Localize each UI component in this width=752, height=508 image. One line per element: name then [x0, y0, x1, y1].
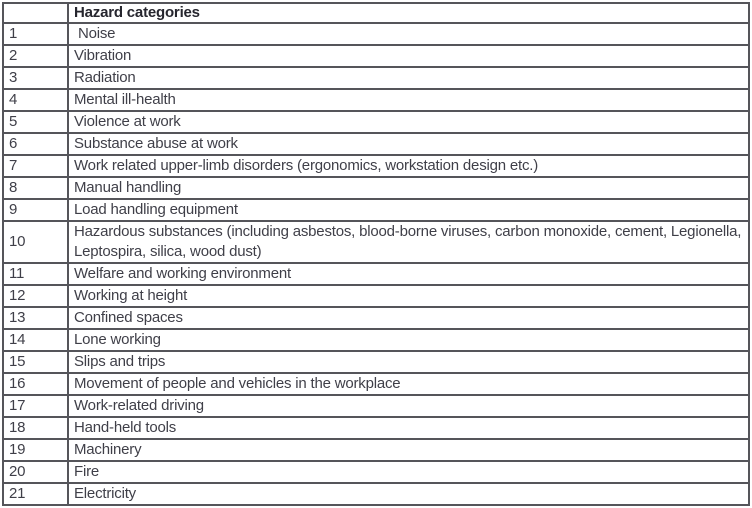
row-number: 6 — [2, 132, 69, 156]
table-row: 11 Welfare and working environment — [2, 262, 750, 286]
table-row: 20 Fire — [2, 460, 750, 484]
hazard-label: Slips and trips — [67, 350, 750, 374]
row-number: 5 — [2, 110, 69, 134]
hazard-label: Work-related driving — [67, 394, 750, 418]
hazard-label: Hazardous substances (including asbestos… — [67, 220, 750, 264]
row-number: 7 — [2, 154, 69, 178]
hazard-label: Electricity — [67, 482, 750, 506]
hazard-label: Radiation — [67, 66, 750, 90]
hazard-label: Welfare and working environment — [67, 262, 750, 286]
hazard-label: Load handling equipment — [67, 198, 750, 222]
row-number: 15 — [2, 350, 69, 374]
table-row: 15 Slips and trips — [2, 350, 750, 374]
table-row: 14 Lone working — [2, 328, 750, 352]
table-row: 10 Hazardous substances (including asbes… — [2, 220, 750, 264]
hazard-label: Working at height — [67, 284, 750, 308]
row-number: 19 — [2, 438, 69, 462]
row-number: 13 — [2, 306, 69, 330]
hazard-label: Lone working — [67, 328, 750, 352]
table-row: 12 Working at height — [2, 284, 750, 308]
table-row: 8 Manual handling — [2, 176, 750, 200]
hazard-label: Violence at work — [67, 110, 750, 134]
hazard-label: Work related upper-limb disorders (ergon… — [67, 154, 750, 178]
table-row: 5 Violence at work — [2, 110, 750, 134]
row-number: 16 — [2, 372, 69, 396]
hazard-label: Vibration — [67, 44, 750, 68]
table-row: 13 Confined spaces — [2, 306, 750, 330]
row-number: 1 — [2, 22, 69, 46]
header-row: Hazard categories — [2, 2, 750, 24]
table-row: 2 Vibration — [2, 44, 750, 68]
row-number: 3 — [2, 66, 69, 90]
row-number: 9 — [2, 198, 69, 222]
row-number: 2 — [2, 44, 69, 68]
row-number: 14 — [2, 328, 69, 352]
table-row: 7 Work related upper-limb disorders (erg… — [2, 154, 750, 178]
hazard-label: Noise — [67, 22, 750, 46]
hazard-label: Fire — [67, 460, 750, 484]
hazard-label: Mental ill-health — [67, 88, 750, 112]
table-row: 21 Electricity — [2, 482, 750, 506]
hazard-label: Hand-held tools — [67, 416, 750, 440]
hazard-label: Confined spaces — [67, 306, 750, 330]
hazard-label: Manual handling — [67, 176, 750, 200]
row-number: 8 — [2, 176, 69, 200]
row-number: 12 — [2, 284, 69, 308]
table-row: 16 Movement of people and vehicles in th… — [2, 372, 750, 396]
table-row: 19 Machinery — [2, 438, 750, 462]
table-row: 18 Hand-held tools — [2, 416, 750, 440]
hazard-label: Machinery — [67, 438, 750, 462]
row-number: 4 — [2, 88, 69, 112]
table-row: 4 Mental ill-health — [2, 88, 750, 112]
table-row: 1 Noise — [2, 22, 750, 46]
row-number: 10 — [2, 220, 69, 264]
header-title-cell: Hazard categories — [67, 2, 750, 24]
row-number: 11 — [2, 262, 69, 286]
header-number-cell — [2, 2, 69, 24]
table-row: 9 Load handling equipment — [2, 198, 750, 222]
row-number: 21 — [2, 482, 69, 506]
table-row: 6 Substance abuse at work — [2, 132, 750, 156]
table-row: 3 Radiation — [2, 66, 750, 90]
table-row: 17 Work-related driving — [2, 394, 750, 418]
row-number: 17 — [2, 394, 69, 418]
hazard-label: Movement of people and vehicles in the w… — [67, 372, 750, 396]
hazard-label: Substance abuse at work — [67, 132, 750, 156]
row-number: 18 — [2, 416, 69, 440]
row-number: 20 — [2, 460, 69, 484]
